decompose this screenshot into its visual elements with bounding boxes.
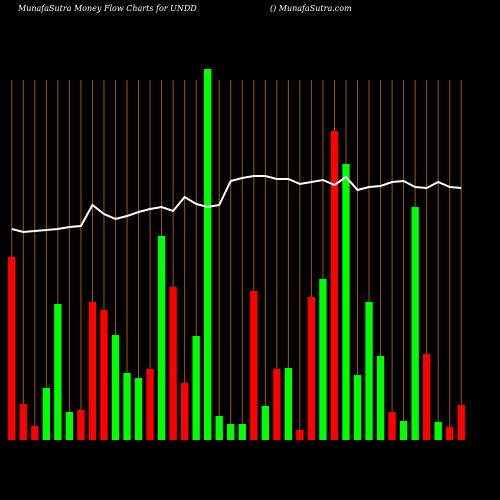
bar — [296, 430, 304, 440]
bar — [215, 416, 223, 440]
bar — [388, 412, 396, 440]
bar — [65, 412, 74, 440]
bar — [376, 356, 385, 440]
bar — [54, 304, 62, 440]
bar — [88, 302, 97, 440]
bar — [42, 388, 51, 440]
bar — [8, 257, 16, 440]
bar — [446, 427, 454, 440]
bar — [307, 297, 316, 440]
bar — [273, 369, 281, 440]
bar — [192, 336, 200, 440]
bar — [157, 236, 166, 440]
bar — [238, 424, 246, 440]
bar — [77, 410, 85, 440]
bar — [180, 383, 189, 440]
bar — [227, 424, 235, 440]
bar — [250, 291, 258, 440]
bar — [434, 422, 442, 440]
bar — [100, 310, 108, 440]
bar — [457, 405, 465, 440]
bar — [342, 164, 350, 440]
bar — [203, 69, 212, 440]
bar — [353, 375, 362, 440]
bar — [422, 354, 431, 440]
bar — [365, 302, 373, 440]
bar — [411, 207, 419, 440]
line — [11, 175, 462, 234]
bar — [146, 369, 154, 440]
bar — [261, 406, 270, 440]
bar — [399, 421, 408, 440]
bar — [123, 373, 131, 440]
bar — [169, 287, 177, 440]
bar — [111, 335, 120, 440]
bar — [330, 131, 339, 440]
bar — [284, 368, 293, 440]
bar — [134, 378, 143, 440]
bar — [31, 426, 39, 440]
bar — [19, 404, 27, 440]
chart-title: MunafaSutra Money Flow Charts for UNDD — [17, 4, 197, 13]
bar — [319, 279, 327, 440]
chart-subtitle: () MunafaSutra.com — [270, 4, 352, 13]
